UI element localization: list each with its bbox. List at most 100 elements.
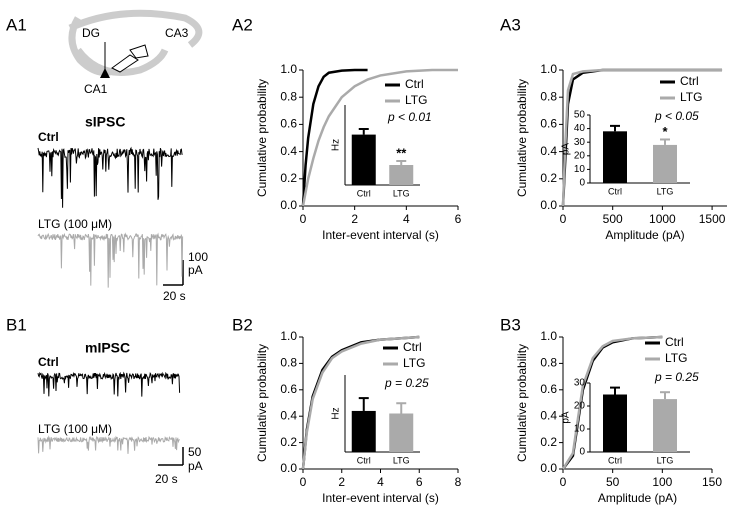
x-tick-label: LTG: [393, 455, 410, 465]
x-tick-label: 0: [560, 475, 567, 489]
cumulative-line: [561, 335, 663, 470]
x-tick-label: 1000: [649, 212, 676, 226]
legend-label: LTG: [665, 351, 687, 365]
y-tick-label: 0.2: [540, 435, 557, 449]
trace-title: mIPSC: [85, 340, 130, 356]
x-tick-label: LTG: [657, 455, 674, 465]
trace-label: LTG (100 μM): [38, 217, 112, 231]
y-axis-label: Hz: [331, 139, 342, 151]
y-tick-label: 0.0: [280, 198, 297, 212]
x-axis-label: Inter-event interval (s): [322, 491, 439, 505]
bar: [351, 410, 376, 452]
y-tick-label: 0.4: [540, 408, 557, 422]
legend-label: Ctrl: [680, 74, 699, 88]
trace: [37, 435, 180, 454]
x-tick-label: 8: [455, 475, 462, 489]
panel-label: A3: [500, 15, 521, 34]
y-tick-label: 0.2: [540, 171, 557, 185]
x-tick-label: 0: [560, 212, 567, 226]
trace-label: Ctrl: [38, 130, 59, 144]
y-tick-label: 0.4: [280, 144, 297, 158]
y-tick-label: 0: [579, 447, 585, 458]
y-tick-label: 0.6: [280, 382, 297, 396]
x-tick-label: 1500: [699, 212, 726, 226]
y-tick-label: 0.6: [540, 117, 557, 131]
bar: [389, 413, 414, 452]
y-tick-label: 1.0: [540, 62, 557, 76]
x-tick-label: 0: [300, 475, 307, 489]
trace: [37, 146, 183, 208]
x-tick-label: 6: [455, 212, 462, 226]
scale-label: 20 s: [155, 472, 178, 486]
cumulative-line: [561, 68, 723, 207]
cumulative-line: [301, 68, 368, 207]
panel-label: B1: [6, 315, 27, 334]
x-tick-label: 0: [300, 212, 307, 226]
x-tick-label: LTG: [657, 186, 674, 196]
legend-label: Ctrl: [405, 77, 424, 91]
legend-label: Ctrl: [403, 340, 422, 354]
y-tick-label: 0.0: [540, 461, 557, 475]
bar: [653, 399, 677, 452]
neuron: [100, 68, 110, 78]
y-tick-label: 1.0: [280, 62, 297, 76]
region-label: CA1: [84, 82, 108, 96]
y-tick-label: 10: [574, 164, 586, 175]
y-axis-label: Cumulative probability: [255, 344, 269, 462]
trace-title: sIPSC: [85, 114, 125, 130]
x-tick-label: 500: [603, 212, 623, 226]
significance: *: [662, 124, 668, 139]
x-tick-label: LTG: [393, 188, 410, 198]
y-tick-label: 0.0: [280, 461, 297, 475]
bar: [603, 394, 627, 452]
scale-label: pA: [188, 459, 203, 473]
y-tick-label: 0.8: [540, 89, 557, 103]
significance: **: [396, 145, 407, 160]
x-tick-label: 2: [338, 475, 345, 489]
y-axis-label: Cumulative probability: [515, 79, 529, 197]
cumulative-line: [301, 335, 420, 470]
x-axis-label: Inter-event interval (s): [322, 228, 439, 242]
region-label: CA3: [165, 26, 189, 40]
y-tick-label: 0.8: [280, 89, 297, 103]
y-tick-label: 0.2: [280, 171, 297, 185]
bar: [603, 131, 627, 183]
trace: [37, 232, 184, 288]
panel-label: B2: [232, 315, 253, 334]
y-tick-label: 50: [574, 110, 586, 121]
panel-label: A1: [6, 15, 27, 34]
y-tick-label: 1.0: [280, 329, 297, 343]
x-tick-label: 50: [606, 475, 620, 489]
x-tick-label: Ctrl: [357, 455, 371, 465]
x-axis-label: Amplitude (pA): [605, 228, 684, 242]
scale-label: 20 s: [163, 289, 186, 303]
x-tick-label: 2: [351, 212, 358, 226]
y-tick-label: 1.0: [540, 329, 557, 343]
x-tick-label: 4: [377, 475, 384, 489]
p-value: p < 0.01: [387, 110, 432, 124]
legend-label: LTG: [680, 90, 702, 104]
y-axis-label: pA: [561, 411, 572, 424]
scale-label: pA: [188, 263, 203, 277]
x-tick-label: 6: [416, 475, 423, 489]
panel-label: A2: [232, 15, 253, 34]
legend-label: Ctrl: [665, 335, 684, 349]
x-tick-label: Ctrl: [608, 186, 622, 196]
y-tick-label: 0.2: [280, 435, 297, 449]
bar: [389, 165, 414, 185]
y-tick-label: 20: [574, 401, 586, 412]
y-tick-label: 0.0: [540, 198, 557, 212]
x-tick-label: 100: [652, 475, 672, 489]
x-tick-label: Ctrl: [357, 188, 371, 198]
dentate-gyrus: [75, 47, 169, 76]
electrode: [111, 44, 149, 73]
x-tick-label: Ctrl: [608, 455, 622, 465]
x-axis-label: Amplitude (pA): [598, 491, 677, 505]
y-tick-label: 0.6: [280, 117, 297, 131]
y-tick-label: 20: [574, 150, 586, 161]
bar: [653, 144, 677, 183]
region-label: DG: [82, 26, 100, 40]
y-tick-label: 40: [574, 123, 586, 134]
x-tick-label: 150: [702, 475, 722, 489]
